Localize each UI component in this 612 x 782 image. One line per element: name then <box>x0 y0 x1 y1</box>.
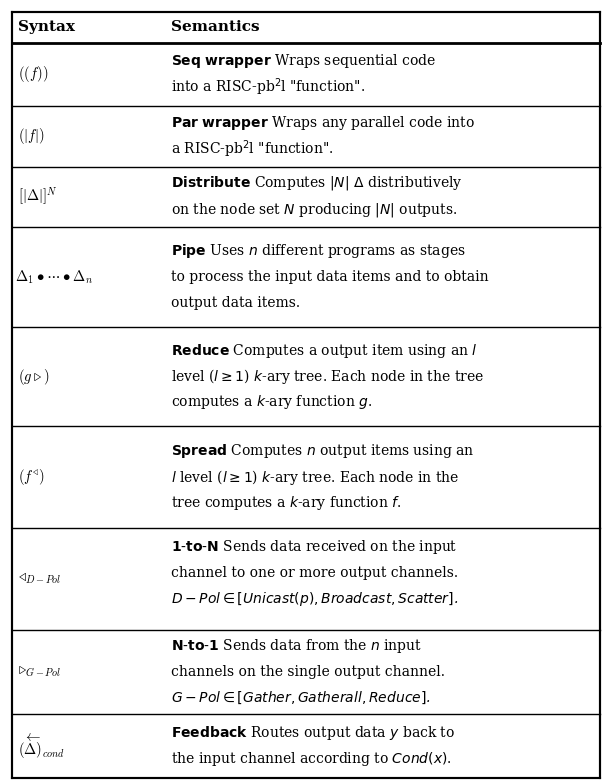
Text: tree computes a $k$-ary function $f$.: tree computes a $k$-ary function $f$. <box>171 493 401 512</box>
Text: $(|f|)$: $(|f|)$ <box>18 126 45 146</box>
Text: the input channel according to $Cond(x)$.: the input channel according to $Cond(x)$… <box>171 750 452 769</box>
Text: channel to one or more output channels.: channel to one or more output channels. <box>171 566 458 580</box>
Text: $\triangleleft_{D-Pol}$: $\triangleleft_{D-Pol}$ <box>18 571 62 586</box>
FancyBboxPatch shape <box>12 12 600 778</box>
Text: Syntax: Syntax <box>18 20 75 34</box>
Text: to process the input data items and to obtain: to process the input data items and to o… <box>171 270 489 284</box>
Text: $G - Pol \in [Gather, Gatherall, Reduce]$.: $G - Pol \in [Gather, Gatherall, Reduce]… <box>171 690 431 705</box>
Text: $((f))$: $((f))$ <box>18 64 49 84</box>
Text: $(f^{\triangleleft})$: $(f^{\triangleleft})$ <box>18 467 45 487</box>
Text: $[|\Delta|]^N$: $[|\Delta|]^N$ <box>18 186 58 207</box>
Text: $l$ level ($l \geq 1$) $k$-ary tree. Each node in the: $l$ level ($l \geq 1$) $k$-ary tree. Eac… <box>171 468 460 486</box>
Text: into a RISC-pb$^2$l "function".: into a RISC-pb$^2$l "function". <box>171 77 365 99</box>
Text: $\mathbf{Spread}$ Computes $n$ output items using an: $\mathbf{Spread}$ Computes $n$ output it… <box>171 442 475 461</box>
Text: Semantics: Semantics <box>171 20 260 34</box>
Text: $D - Pol \in [Unicast(p), Broadcast, Scatter]$.: $D - Pol \in [Unicast(p), Broadcast, Sca… <box>171 590 458 608</box>
Text: channels on the single output channel.: channels on the single output channel. <box>171 665 446 679</box>
Text: $(g \triangleright)$: $(g \triangleright)$ <box>18 367 50 386</box>
Text: a RISC-pb$^2$l "function".: a RISC-pb$^2$l "function". <box>171 138 334 160</box>
Text: $\mathbf{Par\ wrapper}$ Wraps any parallel code into: $\mathbf{Par\ wrapper}$ Wraps any parall… <box>171 113 475 132</box>
Text: $\mathbf{N\text{-}to\text{-}1}$ Sends data from the $n$ input: $\mathbf{N\text{-}to\text{-}1}$ Sends da… <box>171 637 422 655</box>
Text: $\mathbf{1\text{-}to\text{-}N}$ Sends data received on the input: $\mathbf{1\text{-}to\text{-}N}$ Sends da… <box>171 538 458 557</box>
Text: $\overleftarrow{(\Delta)}_{cond}$: $\overleftarrow{(\Delta)}_{cond}$ <box>18 731 65 761</box>
Text: computes a $k$-ary function $g$.: computes a $k$-ary function $g$. <box>171 393 373 411</box>
Text: output data items.: output data items. <box>171 296 300 310</box>
Text: $\Delta_1 \bullet \cdots \bullet \Delta_n$: $\Delta_1 \bullet \cdots \bullet \Delta_… <box>15 268 93 285</box>
Text: $\triangleright_{G-Pol}$: $\triangleright_{G-Pol}$ <box>18 665 61 679</box>
Text: $\mathbf{Reduce}$ Computes a output item using an $l$: $\mathbf{Reduce}$ Computes a output item… <box>171 342 478 360</box>
Text: $\mathbf{Pipe}$ Uses $n$ different programs as stages: $\mathbf{Pipe}$ Uses $n$ different progr… <box>171 242 466 260</box>
Text: $\mathbf{Seq\ wrapper}$ Wraps sequential code: $\mathbf{Seq\ wrapper}$ Wraps sequential… <box>171 52 436 70</box>
Text: $\mathbf{Distribute}$ Computes $|N|$ $\Delta$ distributively: $\mathbf{Distribute}$ Computes $|N|$ $\D… <box>171 174 463 192</box>
Text: on the node set $N$ producing $|N|$ outputs.: on the node set $N$ producing $|N|$ outp… <box>171 201 458 219</box>
Text: $\mathbf{Feedback}$ Routes output data $y$ back to: $\mathbf{Feedback}$ Routes output data $… <box>171 723 455 742</box>
Text: level ($l \geq 1$) $k$-ary tree. Each node in the tree: level ($l \geq 1$) $k$-ary tree. Each no… <box>171 367 485 386</box>
